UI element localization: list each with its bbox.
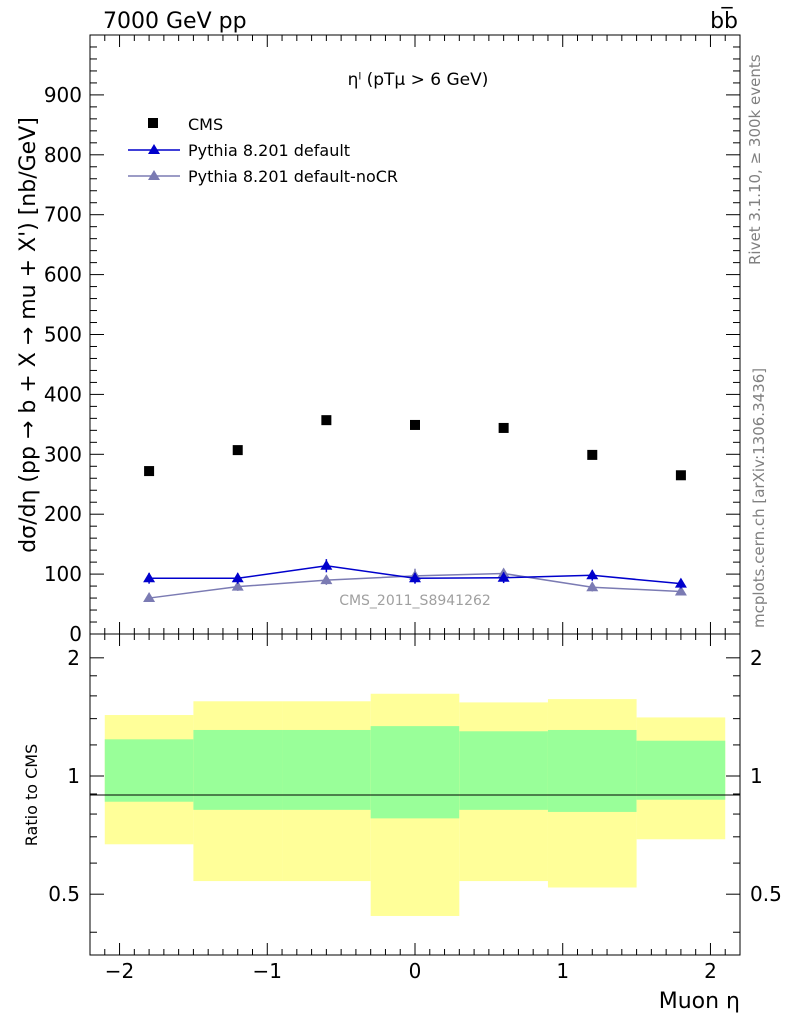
legend-marker-cms xyxy=(148,118,158,128)
data-point-triangle xyxy=(320,574,333,585)
y-axis-title: dσ/dη (pp → b + X → mu + X') [nb/GeV] xyxy=(16,117,41,553)
x-tick-label: 1 xyxy=(556,959,569,983)
y-tick-label: 100 xyxy=(44,562,82,586)
y-tick-label: 0 xyxy=(69,622,82,646)
x-tick-label: −1 xyxy=(253,959,282,983)
data-point-cms xyxy=(498,422,509,433)
ratio-tick-label-left: 2 xyxy=(67,646,80,670)
data-point-triangle xyxy=(409,572,421,583)
data-point-triangle xyxy=(497,571,510,582)
x-tick-label: −2 xyxy=(105,959,134,983)
x-tick-label: 0 xyxy=(409,959,422,983)
y-tick-label: 200 xyxy=(44,502,82,526)
data-point-cms xyxy=(675,470,686,481)
ratio-band-inner xyxy=(459,731,548,810)
data-point-cms xyxy=(410,419,420,430)
legend-label-cms: CMS xyxy=(188,115,223,134)
y-tick-label: 600 xyxy=(44,263,82,287)
y-tick-label: 900 xyxy=(44,83,82,107)
y-tick-label: 500 xyxy=(44,323,82,347)
data-point-triangle xyxy=(586,581,599,592)
top-series xyxy=(143,415,687,603)
data-point-cms xyxy=(321,415,332,426)
data-point-triangle xyxy=(674,577,687,588)
legend-label-default: Pythia 8.201 default xyxy=(188,141,350,160)
process-label: bb̅ xyxy=(710,7,738,34)
ratio-band-inner xyxy=(193,729,283,810)
data-point-cms xyxy=(232,445,243,456)
ratio-tick-label-right: 2 xyxy=(750,646,763,670)
legend-label-nocr: Pythia 8.201 default-noCR xyxy=(188,167,398,186)
ratio-tick-label-right: 0.5 xyxy=(750,882,782,906)
x-axis-title: Muon η xyxy=(659,989,740,1014)
data-point-cms xyxy=(587,449,598,460)
ratio-band-inner xyxy=(547,729,637,812)
y-tick-label: 700 xyxy=(44,203,82,227)
ratio-tick-label-left: 1 xyxy=(67,764,80,788)
legend-marker-nocr xyxy=(148,170,160,180)
data-point-triangle xyxy=(320,559,333,570)
ratio-bands xyxy=(104,693,726,916)
chart-title: ηˡ (pTμ > 6 GeV) xyxy=(348,70,489,90)
ratio-band-inner xyxy=(636,740,726,800)
rivet-label: Rivet 3.1.10, ≥ 300k events xyxy=(746,54,764,265)
ratio-tick-label-right: 1 xyxy=(750,764,763,788)
y-tick-label: 300 xyxy=(44,442,82,466)
ratio-band-inner xyxy=(370,726,460,819)
data-point-cms xyxy=(144,466,155,477)
energy-label: 7000 GeV pp xyxy=(103,9,247,34)
ratio-tick-label-left: 0.5 xyxy=(48,882,80,906)
data-point-triangle xyxy=(143,572,156,583)
y-tick-label: 800 xyxy=(44,143,82,167)
ratio-band-inner xyxy=(282,729,371,810)
data-point-triangle xyxy=(143,592,156,603)
y-tick-label: 400 xyxy=(44,382,82,406)
data-point-triangle xyxy=(674,585,687,596)
ratio-axis-title: Ratio to CMS xyxy=(22,744,41,846)
analysis-watermark: CMS_2011_S8941262 xyxy=(339,593,491,609)
data-point-triangle xyxy=(586,569,599,580)
legend-marker-default xyxy=(148,144,160,154)
data-point-triangle xyxy=(231,580,244,591)
data-point-triangle xyxy=(231,572,244,583)
mcplots-label: mcplots.cern.ch [arXiv:1306.3436] xyxy=(750,368,768,628)
x-tick-label: 2 xyxy=(704,959,717,983)
legend: CMS Pythia 8.201 default Pythia 8.201 de… xyxy=(128,115,398,186)
ratio-band-inner xyxy=(104,739,194,802)
